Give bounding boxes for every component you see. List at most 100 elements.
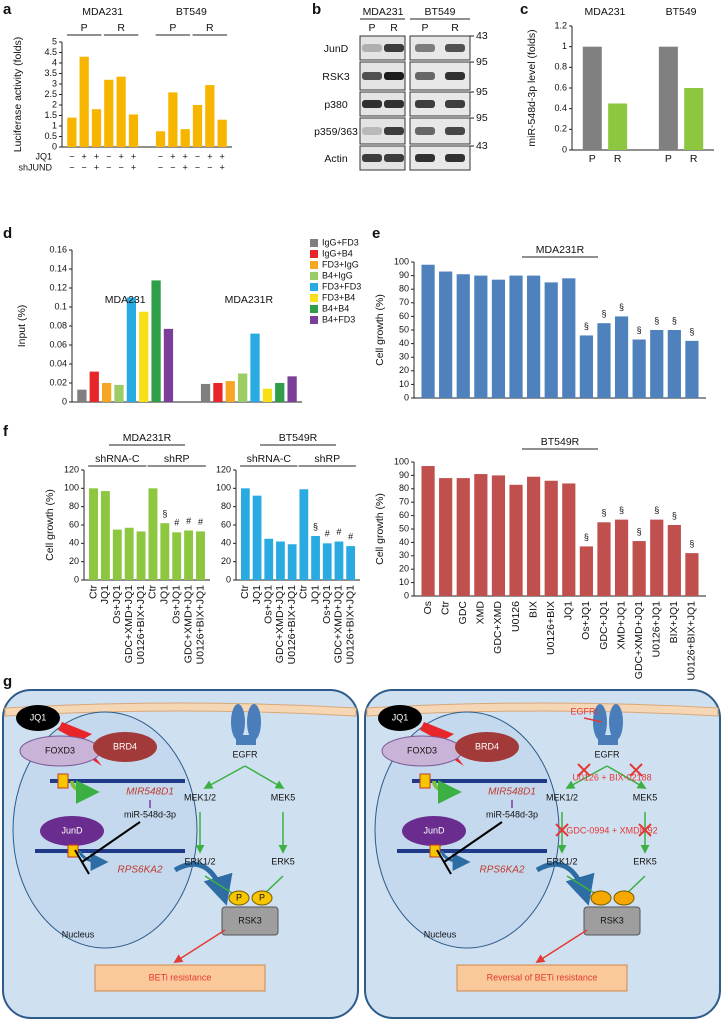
blot-band <box>362 127 382 135</box>
group-label: MDA231 <box>82 6 123 18</box>
bar <box>685 553 699 596</box>
bar <box>456 478 470 596</box>
diagram-label: Nucleus <box>424 929 457 939</box>
x-tick-label: GDC+XMD <box>492 601 504 654</box>
outcome-box <box>456 964 628 992</box>
y-tick-label: 0.12 <box>49 282 67 292</box>
bar <box>250 333 260 402</box>
condition-sign: − <box>158 151 163 161</box>
diagram-label: JunD <box>61 825 83 835</box>
bar <box>200 383 211 402</box>
bar <box>252 495 262 580</box>
bar <box>579 335 593 398</box>
y-tick-label: 60 <box>69 519 79 529</box>
brd4-shape <box>93 732 157 762</box>
bar <box>114 384 124 402</box>
binding-site <box>57 773 69 789</box>
y-tick-label: 0.5 <box>44 131 57 141</box>
diagram-label: RPS6KA2 <box>479 865 524 876</box>
egfr-shape <box>598 735 618 745</box>
condition-sign: − <box>69 151 74 161</box>
group-label: shRP <box>314 453 340 465</box>
y-tick-label: 5 <box>52 36 57 46</box>
diagram-label: BETi resistance <box>149 972 212 982</box>
blot-band <box>445 72 465 80</box>
lane-label: R <box>390 22 398 34</box>
inhibition <box>443 821 503 863</box>
regulation-arrow <box>535 861 595 906</box>
protein-label: JunD <box>324 43 349 55</box>
y-tick-label: 0 <box>404 590 409 600</box>
bar <box>421 264 435 398</box>
condition-sign: − <box>118 162 123 172</box>
jund-shape <box>40 816 104 846</box>
resistance-arrow <box>535 929 588 963</box>
bar <box>238 373 248 402</box>
bar <box>287 544 297 580</box>
annotation: § <box>654 505 659 515</box>
binding-site <box>419 773 431 789</box>
legend-swatch <box>310 261 318 269</box>
protein-label: Actin <box>324 153 348 165</box>
chart-title: BT549R <box>279 432 318 444</box>
diagram-label: FOXD3 <box>407 745 437 755</box>
binding-site <box>429 844 441 858</box>
diagram-label: BRD4 <box>113 741 137 751</box>
lane-label: P <box>368 22 375 34</box>
y-tick-label: 100 <box>64 483 79 493</box>
group-label: BT549 <box>176 6 207 18</box>
bar <box>79 56 89 148</box>
condition-sign: + <box>183 162 188 172</box>
annotation: § <box>654 315 659 325</box>
condition-sign: + <box>207 151 212 161</box>
egfr-shape <box>247 704 261 740</box>
bar <box>104 79 114 147</box>
x-tick-label: GDC+XMD+JQ1 <box>274 585 286 663</box>
diagram-label: miR-548d-3p <box>486 809 538 819</box>
annotation: § <box>313 521 318 531</box>
diagram-label: MEK5 <box>271 792 296 802</box>
blot-band <box>384 127 404 135</box>
x-tick-label: BIX <box>527 601 539 618</box>
bar <box>264 538 274 580</box>
bar <box>474 474 488 596</box>
x-tick-label: GDC+XMD+JQ1 <box>182 585 194 663</box>
x-tick-label: U0126+BIX+JQ1 <box>135 585 147 665</box>
bar <box>544 282 558 398</box>
y-tick-label: 30 <box>399 352 409 362</box>
y-tick-label: 0.14 <box>49 263 67 273</box>
group-label: shRNA-C <box>247 453 292 465</box>
blot-band <box>384 44 404 52</box>
mw-label: 43 <box>476 30 488 42</box>
legend-label: IgG+FD3 <box>322 237 359 247</box>
y-tick-label: 3 <box>52 78 57 88</box>
y-tick-label: 60 <box>399 311 409 321</box>
bar <box>650 519 664 596</box>
y-tick-label: 90 <box>399 470 409 480</box>
blot-band <box>362 154 382 162</box>
bar <box>77 389 87 402</box>
bar <box>658 46 678 150</box>
bar <box>240 488 250 580</box>
y-tick-label: 0 <box>52 141 57 151</box>
annotation: § <box>672 315 677 325</box>
bar <box>160 523 170 580</box>
condition-sign: + <box>183 151 188 161</box>
y-tick-label: 20 <box>69 556 79 566</box>
blot-band <box>384 72 404 80</box>
blot-band <box>415 44 435 52</box>
diagram-label: RPS6KA2 <box>117 865 162 876</box>
bar <box>439 478 453 596</box>
x-tick-label: U0126+BIX+JQ1 <box>344 585 356 665</box>
bar <box>100 491 110 580</box>
y-axis-label: Cell growth (%) <box>374 493 386 565</box>
mw-label: 95 <box>476 86 488 98</box>
x-tick-label: R <box>690 153 698 165</box>
annotation: § <box>672 510 677 520</box>
y-tick-label: 0 <box>74 574 79 584</box>
diagram-label: Nucleus <box>62 929 95 939</box>
block-x <box>555 823 569 837</box>
bar <box>151 280 161 402</box>
bar <box>124 527 134 580</box>
diagram-label: MEK1/2 <box>546 792 578 802</box>
